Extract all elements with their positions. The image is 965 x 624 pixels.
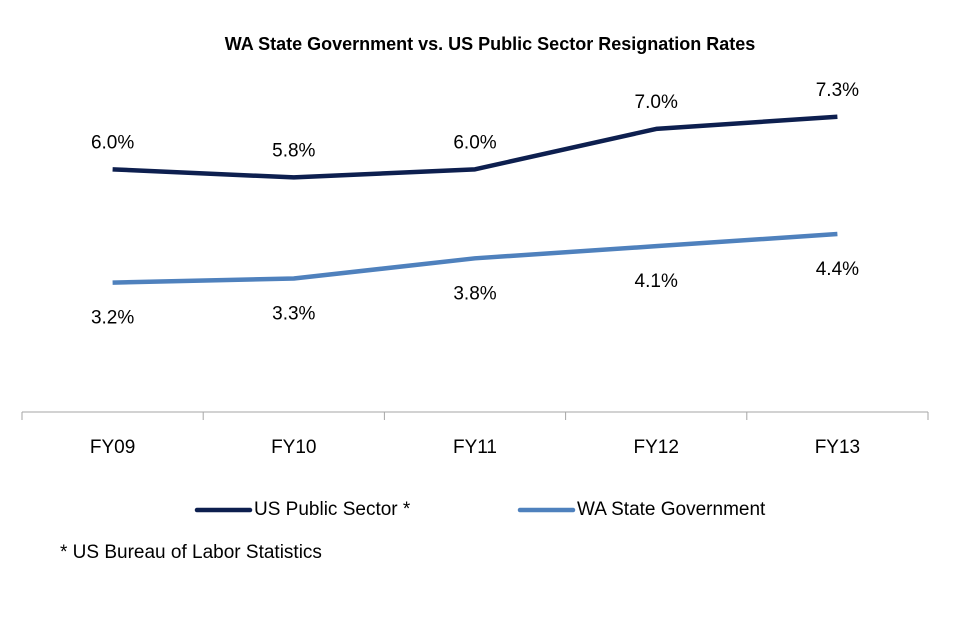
legend-label: WA State Government: [577, 499, 766, 520]
data-label: 4.4%: [816, 259, 859, 280]
legend-label: US Public Sector *: [254, 499, 411, 520]
chart-title: WA State Government vs. US Public Sector…: [225, 34, 755, 54]
data-label: 3.3%: [272, 304, 315, 325]
footnote: * US Bureau of Labor Statistics: [60, 542, 322, 563]
data-label: 3.2%: [91, 308, 134, 329]
line-series: [112, 114, 838, 180]
data-label: 5.8%: [272, 140, 315, 161]
data-label: 6.0%: [453, 132, 496, 153]
data-label: 7.0%: [635, 92, 678, 113]
x-tick-label: FY13: [815, 437, 860, 458]
x-tick-label: FY09: [90, 437, 135, 458]
x-tick-label: FY10: [271, 437, 316, 458]
x-tick-label: FY12: [633, 437, 678, 458]
line-series: [112, 231, 838, 285]
data-label: 3.8%: [453, 283, 496, 304]
data-label: 7.3%: [816, 80, 859, 101]
data-label: 4.1%: [635, 271, 678, 292]
x-tick-label: FY11: [453, 437, 497, 458]
data-label: 6.0%: [91, 132, 134, 153]
